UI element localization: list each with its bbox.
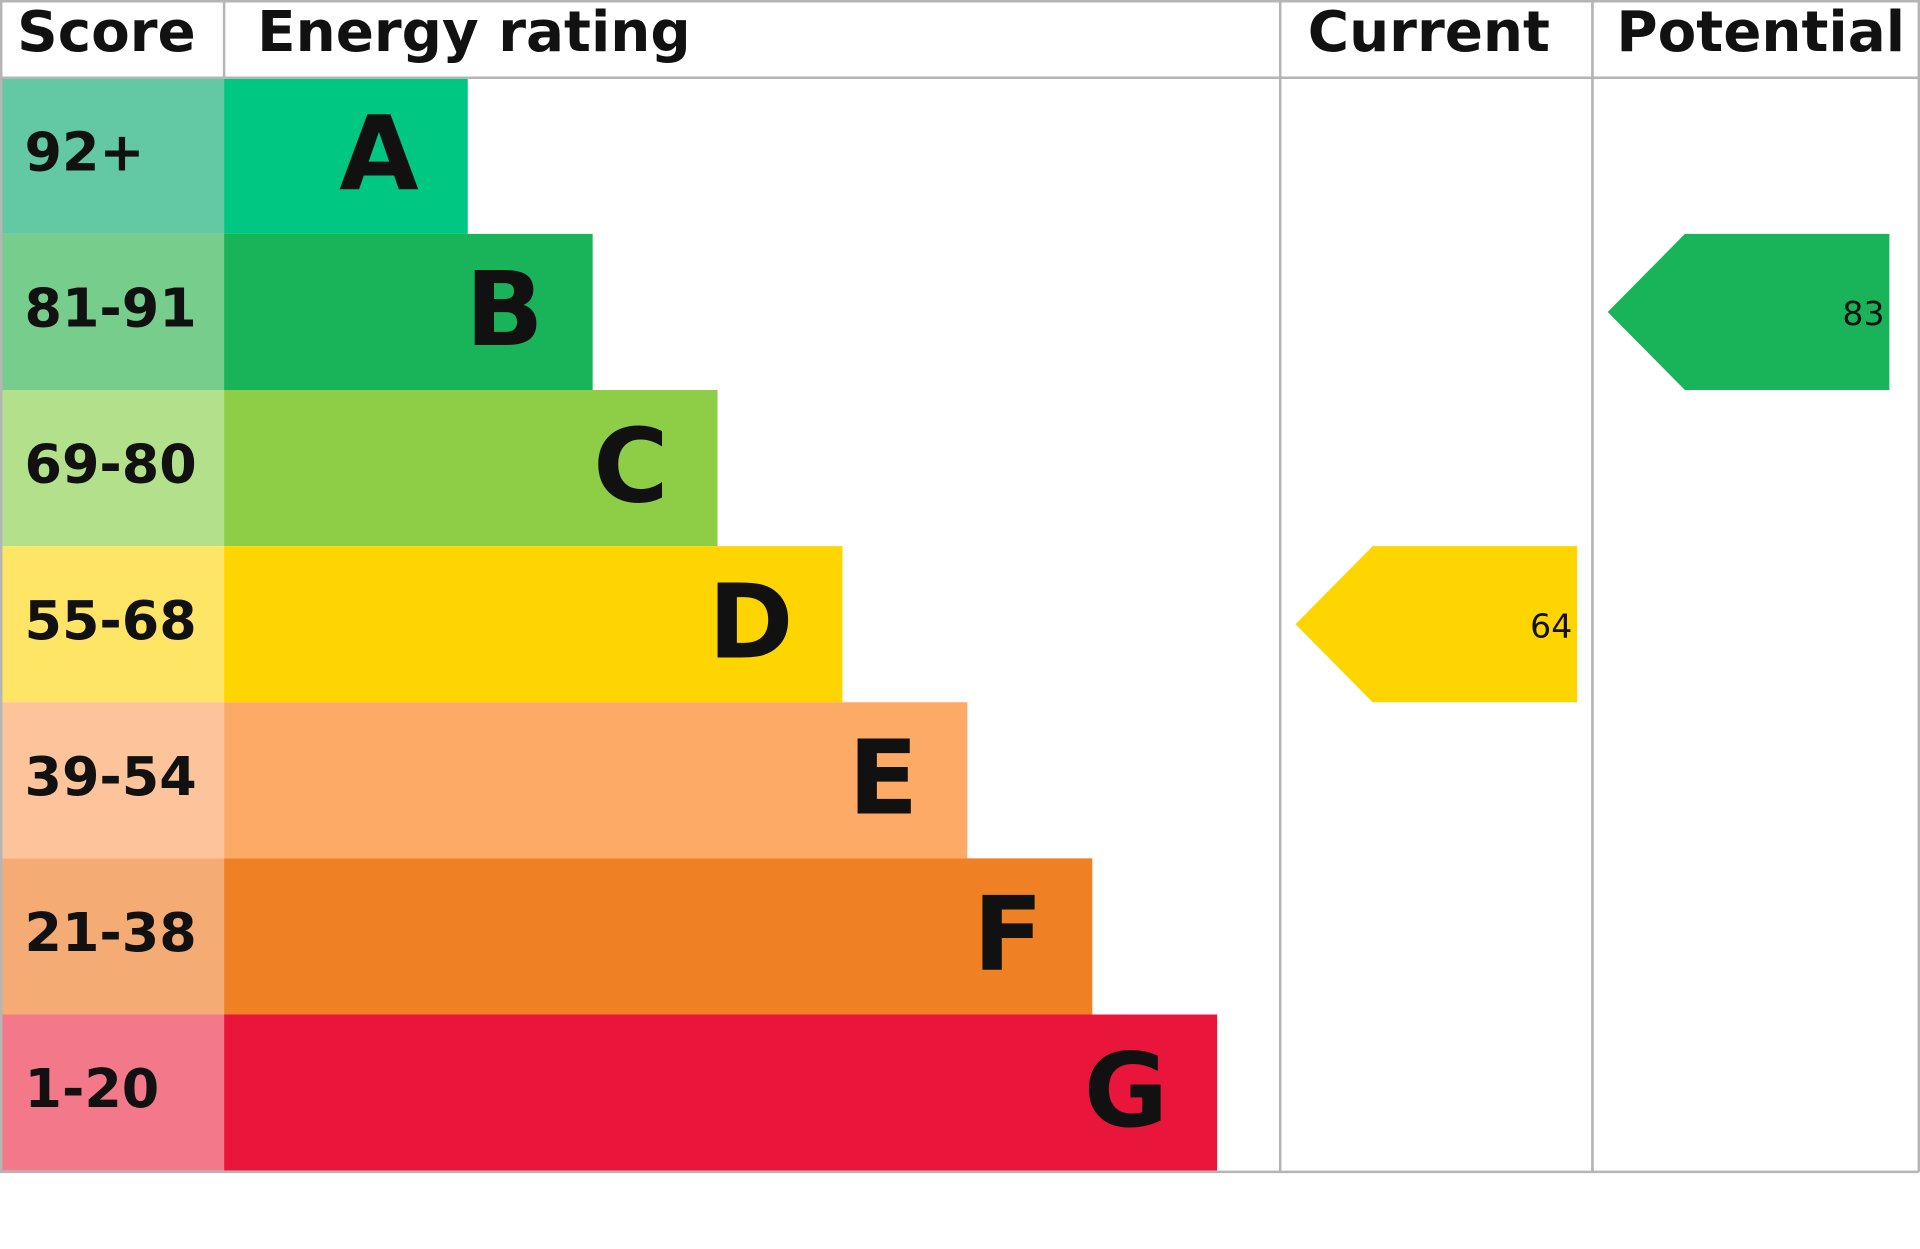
rating-letter: F	[973, 876, 1043, 995]
rating-letter: E	[848, 720, 918, 839]
score-label: 1-20	[24, 1057, 159, 1120]
rating-letter: G	[1084, 1032, 1168, 1151]
rating-letter: C	[593, 407, 668, 526]
rating-letter: D	[708, 563, 793, 682]
current-arrow	[1295, 546, 1578, 703]
rating-bar	[224, 77, 468, 234]
rating-letter: B	[465, 251, 543, 370]
current-value: 64	[1530, 606, 1572, 645]
score-label: 39-54	[24, 745, 196, 808]
score-cell	[0, 546, 225, 703]
score-cell	[0, 233, 225, 391]
score-label: 69-80	[24, 433, 196, 496]
score-cell	[0, 1014, 225, 1171]
score-label: 55-68	[24, 589, 196, 652]
rating-bar	[224, 233, 593, 391]
score-cell	[0, 390, 225, 547]
header-rating: Energy rating	[257, 0, 691, 65]
score-cell	[0, 702, 225, 859]
rating-bar	[224, 858, 1093, 1015]
score-label: 21-38	[24, 901, 196, 964]
rating-bar	[224, 390, 718, 547]
rating-bar	[224, 546, 843, 703]
score-label: 81-91	[24, 277, 196, 340]
potential-arrow	[1607, 233, 1890, 391]
header-current: Current	[1308, 0, 1550, 65]
score-label: 92+	[24, 120, 144, 183]
potential-value: 83	[1842, 294, 1884, 333]
rating-letter: A	[339, 95, 419, 214]
rating-bar	[224, 1014, 1218, 1171]
score-cell	[0, 858, 225, 1015]
score-cell	[0, 77, 225, 234]
header-score: Score	[17, 0, 196, 65]
header-potential: Potential	[1616, 0, 1905, 65]
rating-bar	[224, 702, 968, 859]
